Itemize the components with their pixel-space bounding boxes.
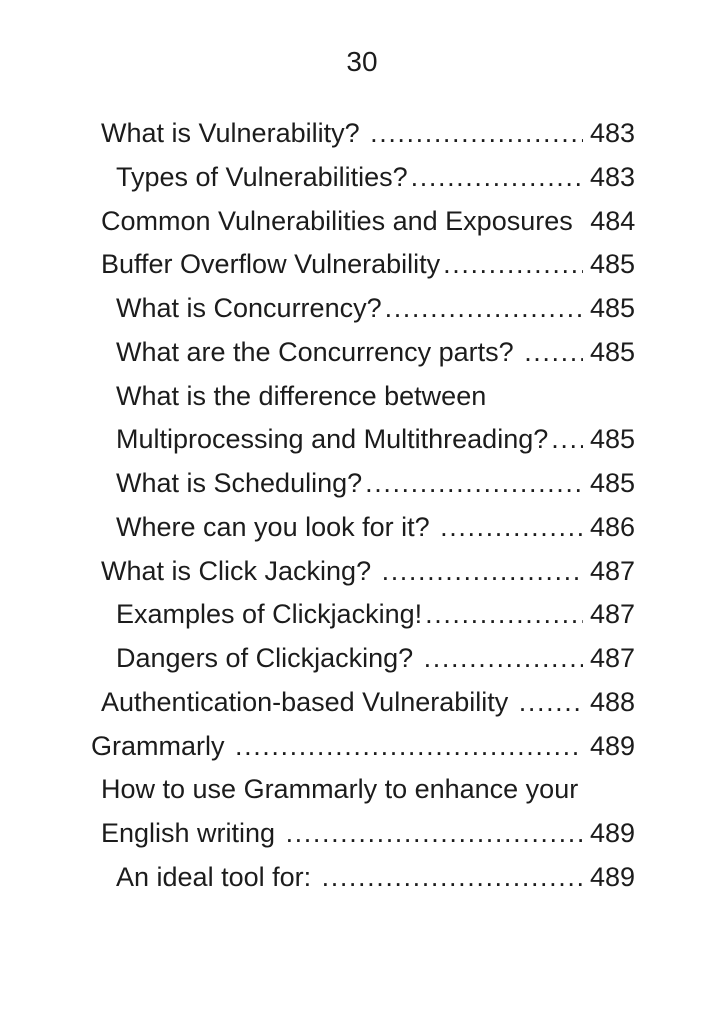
- toc-entry-title: What is the difference between: [116, 380, 487, 411]
- dot-leader: [382, 550, 583, 594]
- toc-entry[interactable]: Common Vulnerabilities and Exposures 484: [91, 200, 635, 244]
- toc-entry[interactable]: Buffer Overflow Vulnerability 485: [91, 243, 635, 287]
- toc-page-number: 487: [589, 555, 635, 586]
- toc-entry-line: What is Scheduling? 485: [91, 462, 635, 506]
- toc-entry-title: An ideal tool for:: [116, 861, 319, 892]
- toc-entry-title: English writing: [101, 818, 283, 848]
- toc-entry-line: English writing 489: [91, 812, 635, 856]
- toc-entry-line: Dangers of Clickjacking? 487: [91, 637, 635, 681]
- toc-entry[interactable]: What is the difference between Multiproce…: [91, 375, 635, 463]
- dot-leader: [385, 287, 583, 331]
- toc-entry-title: What is Vulnerability?: [101, 118, 368, 148]
- toc-entry-title: What is Scheduling?: [116, 468, 363, 498]
- page-number: 30: [346, 46, 378, 77]
- toc-entry-line: What is the difference between: [91, 375, 635, 419]
- toc-entry[interactable]: What is Click Jacking? 487: [91, 550, 635, 594]
- toc-entry-line: Types of Vulnerabilities? 483: [91, 156, 635, 200]
- toc-page-number: 488: [589, 686, 635, 717]
- toc-entry[interactable]: What is Concurrency? 485: [91, 287, 635, 331]
- toc-entry[interactable]: How to use Grammarly to enhance your Engl…: [91, 768, 635, 856]
- toc-entry-line: What is Vulnerability? 483: [91, 112, 635, 156]
- toc-entry-title: Where can you look for it?: [116, 511, 438, 542]
- toc-entry-title: Examples of Clickjacking!: [116, 599, 423, 630]
- dot-leader: [519, 681, 583, 725]
- toc-entry-line: How to use Grammarly to enhance your: [91, 768, 635, 812]
- dot-leader: [365, 462, 583, 506]
- toc-entry-line: Examples of Clickjacking! 487: [91, 593, 635, 637]
- dot-leader: [524, 331, 583, 375]
- toc-page-number: 485: [589, 293, 635, 323]
- toc-page-number: 489: [589, 818, 635, 848]
- toc-entry[interactable]: Dangers of Clickjacking? 487: [91, 637, 635, 681]
- toc-entry-line: Grammarly 489: [91, 725, 635, 769]
- toc-entry-title: What are the Concurrency parts?: [116, 336, 522, 367]
- toc-page-number: 489: [589, 730, 635, 761]
- dot-leader: [322, 856, 583, 900]
- toc-entry-line: Buffer Overflow Vulnerability 485: [91, 243, 635, 287]
- toc-entry-title: How to use Grammarly to enhance your: [101, 774, 579, 805]
- toc-entry-line: Where can you look for it? 486: [91, 506, 635, 550]
- toc-entry-title: Authentication-based Vulnerability: [101, 686, 516, 717]
- toc-page-number: 485: [589, 336, 635, 367]
- dot-leader: [411, 156, 583, 200]
- toc-page-number: 485: [589, 249, 635, 280]
- toc-entry[interactable]: Examples of Clickjacking! 487: [91, 593, 635, 637]
- dot-leader: [286, 812, 583, 856]
- toc-entry-title: Multiprocessing and Multithreading?: [116, 424, 549, 455]
- toc-entry-line: Authentication-based Vulnerability 488: [91, 681, 635, 725]
- toc-entry[interactable]: What are the Concurrency parts? 485: [91, 331, 635, 375]
- toc-page-number: 489: [589, 861, 635, 892]
- toc-entry-line: What are the Concurrency parts? 485: [91, 331, 635, 375]
- toc-entry[interactable]: Types of Vulnerabilities? 483: [91, 156, 635, 200]
- toc-entry-line: What is Click Jacking? 487: [91, 550, 635, 594]
- toc-entry[interactable]: Where can you look for it? 486: [91, 506, 635, 550]
- toc-page-number: 486: [589, 511, 635, 542]
- toc-page-number: 485: [589, 424, 635, 455]
- toc-entry-title: Common Vulnerabilities and Exposures: [101, 205, 581, 236]
- dot-leader: [425, 593, 583, 637]
- dot-leader: [424, 637, 583, 681]
- dot-leader: [370, 112, 583, 156]
- toc-entry-line: What is Concurrency? 485: [91, 287, 635, 331]
- toc-entry[interactable]: Authentication-based Vulnerability 488: [91, 681, 635, 725]
- toc-entry[interactable]: What is Vulnerability? 483: [91, 112, 635, 156]
- toc-entry-line: Multiprocessing and Multithreading? 485: [91, 418, 635, 462]
- toc-entry-line: Common Vulnerabilities and Exposures 484: [91, 200, 635, 244]
- dot-leader: [551, 418, 583, 462]
- toc-page-number: 487: [589, 643, 635, 673]
- toc-entry-title: What is Concurrency?: [116, 293, 382, 323]
- toc-entry[interactable]: Grammarly 489: [91, 725, 635, 769]
- dot-leader: [440, 506, 583, 550]
- toc-entry-title: Grammarly: [91, 730, 232, 761]
- toc-entry[interactable]: An ideal tool for: 489: [91, 856, 635, 900]
- toc-page-number: 483: [589, 118, 635, 148]
- toc-page-number: 487: [589, 599, 635, 630]
- toc-entry-title: What is Click Jacking?: [101, 555, 379, 586]
- toc-entry-line: An ideal tool for: 489: [91, 856, 635, 900]
- toc-page-number: 483: [589, 161, 635, 192]
- toc-entry-title: Dangers of Clickjacking?: [116, 643, 421, 673]
- toc-page-number: 484: [590, 205, 636, 236]
- toc-entry[interactable]: What is Scheduling? 485: [91, 462, 635, 506]
- toc-entry-title: Buffer Overflow Vulnerability: [101, 249, 441, 280]
- toc-entry-title: Types of Vulnerabilities?: [116, 161, 408, 192]
- toc-page-number: 485: [589, 468, 635, 498]
- dot-leader: [235, 725, 583, 769]
- dot-leader: [443, 243, 583, 287]
